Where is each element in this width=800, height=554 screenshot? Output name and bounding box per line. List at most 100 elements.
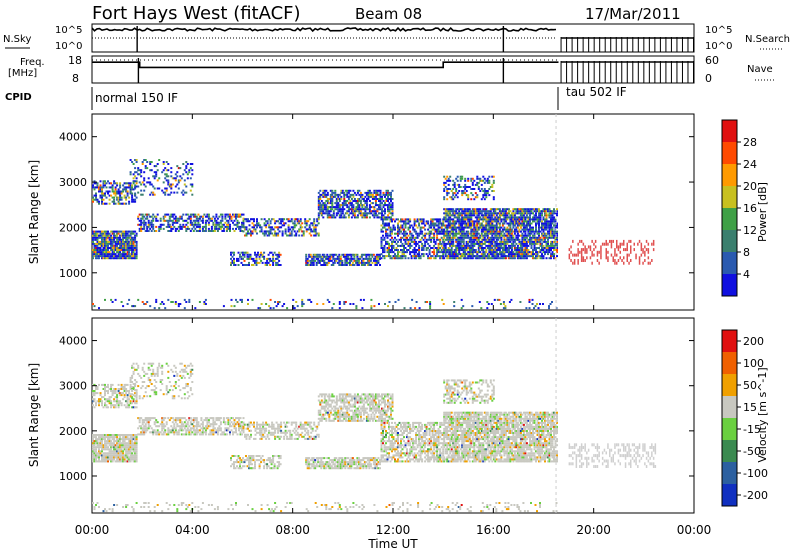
data-cell — [308, 255, 311, 258]
data-cell — [446, 242, 449, 245]
data-cell — [329, 195, 332, 198]
data-cell — [610, 245, 613, 249]
data-cell — [355, 208, 358, 211]
data-cell — [349, 189, 352, 192]
data-cell — [547, 240, 549, 243]
data-cell — [120, 458, 123, 461]
data-cell — [443, 240, 446, 243]
data-cell — [529, 216, 531, 219]
data-cell — [489, 244, 492, 247]
data-cell — [459, 226, 462, 229]
data-cell — [476, 218, 479, 221]
data-cell — [92, 442, 94, 445]
data-cell — [200, 215, 203, 218]
data-cell — [374, 210, 377, 213]
data-cell — [421, 220, 424, 223]
data-cell — [301, 222, 304, 225]
data-cell — [477, 236, 480, 239]
data-cell — [468, 218, 471, 221]
data-cell — [455, 230, 458, 233]
data-cell — [156, 219, 159, 222]
data-cell — [125, 244, 128, 247]
data-cell — [128, 253, 131, 256]
data-cell — [518, 257, 521, 260]
data-cell — [459, 234, 462, 237]
data-cell — [494, 253, 497, 256]
data-cell — [529, 214, 531, 217]
data-cell — [381, 216, 383, 219]
data-cell — [95, 244, 97, 247]
data-cell — [467, 179, 470, 182]
data-cell — [397, 244, 399, 247]
data-cell — [482, 218, 485, 221]
data-cell — [413, 255, 416, 258]
data-cell — [545, 257, 548, 260]
data-cell — [146, 217, 149, 220]
data-cell — [459, 186, 462, 188]
data-cell — [269, 232, 272, 235]
data-cell — [395, 218, 398, 221]
data-cell — [480, 238, 483, 241]
data-cell — [380, 240, 383, 243]
data-cell — [473, 251, 476, 254]
data-cell — [329, 216, 332, 219]
data-cell — [123, 186, 126, 189]
data-cell — [131, 192, 134, 195]
data-cell — [556, 255, 558, 258]
data-cell — [450, 249, 453, 251]
data-cell — [404, 230, 407, 233]
data-cell — [289, 220, 292, 223]
data-cell — [129, 249, 132, 251]
data-cell — [415, 251, 418, 254]
data-cell — [522, 242, 525, 245]
data-cell — [331, 307, 334, 310]
data-cell — [119, 230, 122, 233]
data-cell — [422, 234, 425, 237]
data-cell — [550, 240, 552, 243]
data-cell — [101, 454, 103, 457]
data-cell — [104, 249, 106, 251]
data-cell — [347, 255, 350, 258]
data-cell — [125, 202, 128, 205]
data-cell — [347, 195, 350, 198]
data-cell — [384, 216, 386, 219]
data-cell — [535, 222, 537, 225]
data-cell — [486, 240, 489, 243]
data-cell — [105, 255, 108, 258]
data-cell — [503, 255, 506, 258]
data-cell — [518, 251, 521, 254]
data-cell — [355, 216, 358, 219]
data-cell — [95, 450, 97, 453]
data-cell — [114, 436, 117, 439]
data-cell — [580, 239, 583, 243]
data-cell — [538, 216, 540, 219]
data-cell — [111, 232, 114, 235]
data-cell — [311, 255, 314, 258]
data-cell — [167, 213, 170, 216]
data-cell — [155, 225, 158, 228]
data-cell — [326, 261, 329, 264]
data-cell — [323, 253, 326, 256]
data-cell — [422, 238, 425, 241]
data-cell — [401, 251, 404, 254]
data-cell — [167, 183, 170, 186]
data-cell — [359, 214, 362, 217]
data-cell — [401, 226, 404, 229]
data-cell — [108, 247, 111, 249]
data-cell — [120, 448, 123, 451]
data-cell — [316, 303, 319, 305]
data-cell — [105, 186, 108, 189]
data-cell — [244, 218, 246, 221]
data-cell — [510, 298, 513, 301]
data-cell — [372, 253, 375, 256]
data-cell — [305, 228, 308, 231]
data-cell — [384, 212, 386, 215]
data-cell — [258, 261, 261, 264]
data-cell — [237, 257, 240, 260]
data-cell — [503, 249, 506, 251]
data-cell — [254, 230, 257, 233]
data-cell — [501, 253, 504, 256]
data-cell — [651, 242, 653, 246]
data-cell — [274, 234, 277, 237]
data-cell — [99, 249, 102, 251]
